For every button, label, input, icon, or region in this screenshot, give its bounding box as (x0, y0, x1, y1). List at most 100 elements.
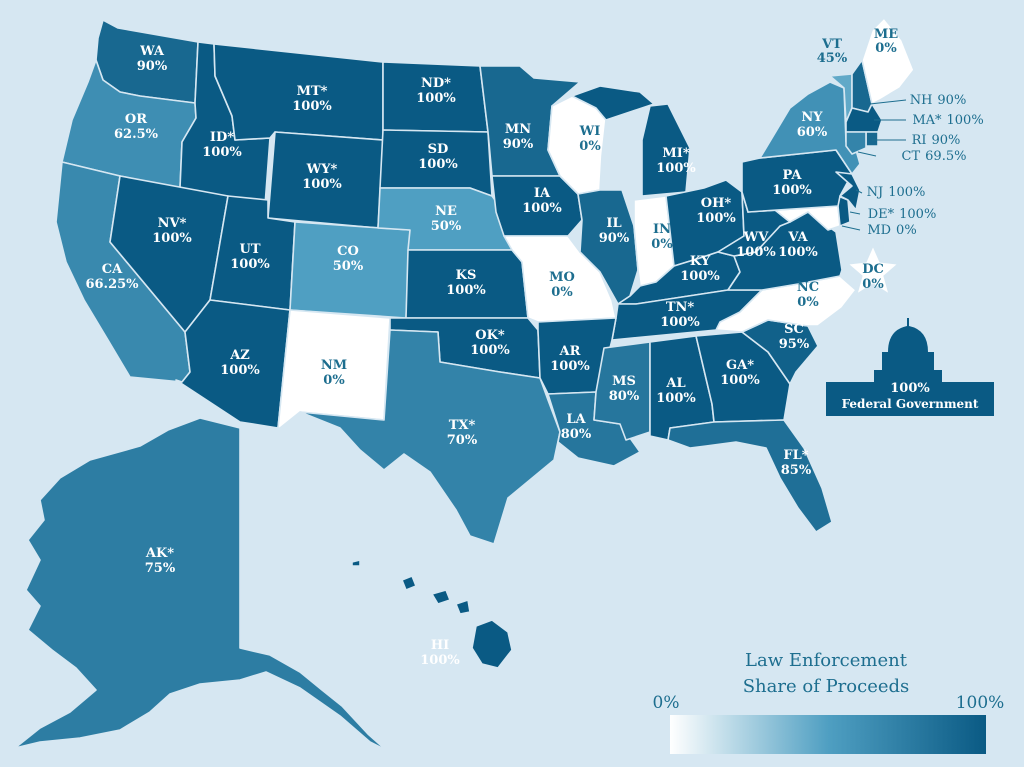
state-value-nd: 100% (416, 91, 456, 106)
state-label-la: LA (566, 412, 586, 427)
legend-min-label: 0% (653, 693, 680, 713)
state-value-sd: 100% (418, 157, 458, 172)
state-label-de: DE* (868, 207, 895, 222)
state-ak (14, 417, 387, 751)
state-value-ia: 100% (522, 201, 562, 216)
state-value-mt: 100% (292, 99, 332, 114)
state-label-wi: WI (579, 124, 601, 139)
state-value-ks: 100% (446, 283, 486, 298)
state-label-mo: MO (549, 270, 575, 285)
state-value-or: 62.5% (114, 127, 159, 142)
legend-title-line2: Share of Proceeds (743, 676, 910, 697)
dc-star (846, 244, 900, 296)
state-label-pa: PA (783, 168, 803, 183)
state-label-mn: MN (505, 122, 531, 137)
state-value-fl: 85% (781, 463, 812, 478)
state-value-oh: 100% (696, 211, 736, 226)
state-value-wa: 90% (137, 59, 168, 74)
state-label-co: CO (337, 244, 359, 259)
state-hi-islands (351, 559, 471, 615)
state-value-wv: 100% (736, 245, 776, 260)
state-label-wa: WA (139, 44, 165, 59)
state-callout-ct: CT 69.5% (902, 149, 967, 164)
legend-gradient-bar (670, 715, 986, 754)
state-label-md: MD (867, 223, 891, 238)
state-callout-md: MD 0% (867, 223, 916, 238)
federal-government-badge: 100% Federal Government (826, 318, 994, 416)
state-value-me: 0% (875, 41, 897, 56)
state-value-al: 100% (656, 391, 696, 406)
federal-value: 100% (890, 381, 930, 396)
state-value-nm: 0% (323, 373, 345, 388)
state-label-ga: GA* (726, 358, 754, 373)
state-label-hi: HI (431, 638, 449, 653)
state-value-tx: 70% (447, 433, 478, 448)
legend: Law Enforcement Share of Proceeds 0% 100… (653, 650, 1004, 754)
state-label-oh: OH* (701, 196, 732, 211)
state-label-nc: NC (797, 280, 819, 295)
state-label-ar: AR (559, 344, 581, 359)
state-label-ny: NY (801, 110, 823, 125)
state-callout-ma: MA* 100% (912, 113, 983, 128)
state-value-md: 0% (896, 223, 917, 238)
state-value-ms: 80% (609, 389, 640, 404)
state-value-ne: 50% (431, 219, 462, 234)
state-label-wv: WV (743, 230, 770, 245)
state-value-in: 0% (651, 237, 673, 252)
state-tx (299, 329, 561, 545)
state-label-ut: UT (239, 242, 260, 257)
state-value-co: 50% (333, 259, 364, 274)
state-value-dc: 0% (862, 277, 884, 292)
state-label-ma: MA* (912, 113, 942, 128)
state-label-sd: SD (428, 142, 449, 157)
state-mi-upper (571, 85, 655, 121)
state-value-mn: 90% (503, 137, 534, 152)
state-label-ne: NE (435, 204, 457, 219)
state-nj (835, 171, 861, 211)
state-value-wi: 0% (579, 139, 601, 154)
state-callout-ri: RI 90% (912, 133, 961, 148)
state-label-ca: CA (102, 262, 123, 277)
state-value-nv: 100% (152, 231, 192, 246)
state-value-ct: 69.5% (925, 149, 966, 164)
state-label-wy: WY* (306, 162, 338, 177)
state-value-az: 100% (220, 363, 260, 378)
state-label-va: VA (787, 230, 808, 245)
state-value-pa: 100% (772, 183, 812, 198)
state-value-mi: 100% (656, 161, 696, 176)
federal-box (826, 382, 994, 416)
state-label-az: AZ (229, 348, 250, 363)
state-label-tx: TX* (449, 418, 476, 433)
state-fl (667, 419, 833, 533)
state-value-ar: 100% (550, 359, 590, 374)
state-value-ok: 100% (470, 343, 510, 358)
state-value-ga: 100% (720, 373, 760, 388)
state-ri (865, 131, 879, 147)
state-label-or: OR (125, 112, 147, 127)
state-callout-de: DE* 100% (868, 207, 937, 222)
state-value-va: 100% (778, 245, 818, 260)
state-label-dc: DC (862, 262, 884, 277)
state-value-il: 90% (599, 231, 630, 246)
state-value-la: 80% (561, 427, 592, 442)
state-label-mi: MI* (662, 146, 689, 161)
state-label-ky: KY (690, 254, 711, 269)
state-label-ks: KS (456, 268, 477, 283)
state-value-hi: 100% (420, 653, 460, 668)
state-label-vt: VT (821, 37, 842, 52)
state-value-nc: 0% (797, 295, 819, 310)
state-ct (845, 131, 867, 155)
federal-label: Federal Government (842, 397, 979, 411)
state-label-ak: AK* (145, 546, 174, 561)
state-me (861, 17, 915, 105)
capitol-icon (874, 318, 942, 382)
state-value-id: 100% (202, 145, 242, 160)
state-value-ma: 100% (947, 113, 984, 128)
state-value-ut: 100% (230, 257, 270, 272)
state-label-sc: SC (784, 322, 804, 337)
state-value-wy: 100% (302, 177, 342, 192)
state-label-al: AL (665, 376, 685, 391)
state-callout-nh: NH 90% (910, 93, 967, 108)
state-value-ri: 90% (932, 133, 961, 148)
